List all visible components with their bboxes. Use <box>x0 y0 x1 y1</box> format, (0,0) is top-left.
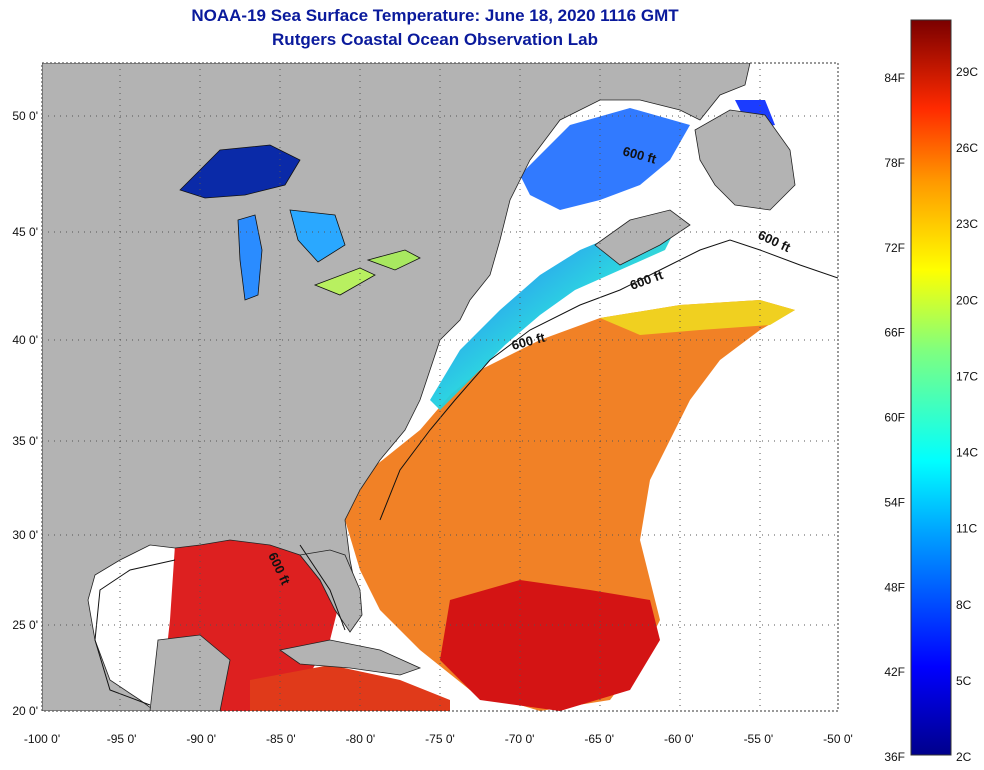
colorbar-f-label: 66F <box>884 326 905 340</box>
colorbar-f-label: 78F <box>884 156 905 170</box>
colorbar-f-label: 42F <box>884 665 905 679</box>
y-axis: 50 0' 45 0' 40 0' 35 0' 30 0' 25 0' 20 0' <box>12 109 38 718</box>
sst-hot-ocean <box>440 580 660 711</box>
lake-ontario <box>366 249 421 271</box>
colorbar-c-label: 20C <box>956 293 978 307</box>
x-tick-label: -90 0' <box>186 732 216 746</box>
colorbar-c-label: 26C <box>956 141 978 155</box>
colorbar-c-label: 14C <box>956 446 978 460</box>
plot-frame <box>41 62 839 712</box>
sst-caribbean <box>250 665 450 711</box>
land-cuba <box>279 639 422 676</box>
colorbar-c-label: 8C <box>956 598 972 612</box>
y-tick-label: 20 0' <box>12 704 38 718</box>
x-tick-label: -65 0' <box>584 732 614 746</box>
land-yucatan <box>149 634 231 711</box>
x-tick-label: -100 0' <box>24 732 60 746</box>
x-tick-label: -95 0' <box>107 732 137 746</box>
y-tick-label: 45 0' <box>12 225 38 239</box>
x-tick-label: -50 0' <box>823 732 853 746</box>
y-tick-label: 30 0' <box>12 528 38 542</box>
map-subtitle: Rutgers Coastal Ocean Observation Lab <box>272 30 598 49</box>
colorbar-fahrenheit-labels: 84F 78F 72F 66F 60F 54F 48F 42F 36F <box>884 71 905 764</box>
map-title: NOAA-19 Sea Surface Temperature: June 18… <box>191 6 679 25</box>
colorbar-c-label: 5C <box>956 674 972 688</box>
land-newfoundland <box>694 109 796 211</box>
colorbar-f-label: 72F <box>884 241 905 255</box>
x-tick-label: -60 0' <box>664 732 694 746</box>
colorbar-c-label: 23C <box>956 217 978 231</box>
land-florida <box>299 549 363 633</box>
lake-michigan <box>237 214 263 301</box>
sst-st-lawrence <box>520 108 690 210</box>
colorbar-c-label: 2C <box>956 750 972 764</box>
colorbar-c-label: 11C <box>956 522 977 536</box>
x-axis: -100 0' -95 0' -90 0' -85 0' -80 0' -75 0' -70… <box>24 732 853 746</box>
x-tick-label: -70 0' <box>505 732 535 746</box>
x-tick-label: -85 0' <box>266 732 296 746</box>
colorbar-f-label: 48F <box>884 580 905 594</box>
x-tick-label: -55 0' <box>744 732 774 746</box>
sst-cold-shelf <box>430 220 680 410</box>
colorbar-f-label: 60F <box>884 411 905 425</box>
colorbar-f-label: 54F <box>884 495 905 509</box>
colorbar <box>910 19 952 756</box>
colorbar-f-label: 84F <box>884 71 905 85</box>
y-tick-label: 40 0' <box>12 333 38 347</box>
y-tick-label: 25 0' <box>12 618 38 632</box>
y-tick-label: 35 0' <box>12 434 38 448</box>
land-north-america <box>42 63 751 711</box>
lake-superior <box>179 144 301 199</box>
x-tick-label: -80 0' <box>346 732 376 746</box>
lake-erie <box>313 267 376 296</box>
lake-huron <box>289 209 346 263</box>
colorbar-celsius-labels: 29C 26C 23C 20C 17C 14C 11C 8C 5C 2C <box>956 65 978 764</box>
y-tick-label: 50 0' <box>12 109 38 123</box>
x-tick-label: -75 0' <box>425 732 455 746</box>
land-nova-scotia <box>594 209 691 266</box>
colorbar-c-label: 17C <box>956 369 978 383</box>
graticule <box>42 63 838 711</box>
colorbar-c-label: 29C <box>956 65 978 79</box>
sst-yellow-band <box>600 300 795 335</box>
isobath-gulf <box>94 559 176 706</box>
colorbar-f-label: 36F <box>884 750 905 764</box>
